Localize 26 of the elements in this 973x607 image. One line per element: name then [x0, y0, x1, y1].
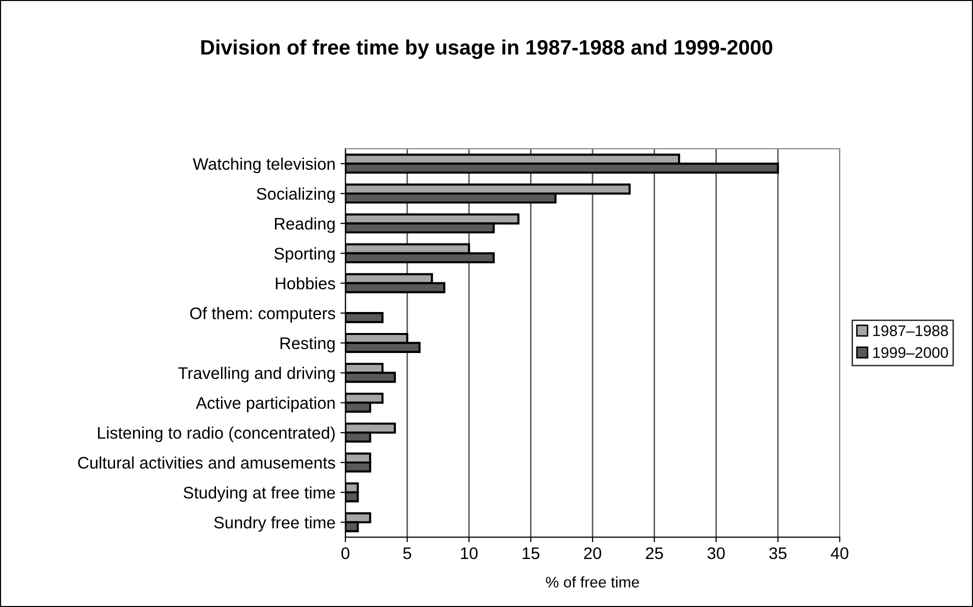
y-tick-label: Socializing	[256, 188, 335, 204]
y-tick-label: Travelling and driving	[178, 366, 335, 382]
y-tick-label: Sundry free time	[214, 516, 335, 532]
x-tick-label: 20	[584, 547, 602, 560]
y-tick-label: Cultural activities and amusements	[78, 456, 336, 469]
y-tick-label: Resting	[280, 336, 335, 352]
x-tick-label: 40	[830, 547, 848, 560]
y-tick-label: Watching television	[192, 158, 335, 174]
y-tick-label: Sporting	[274, 247, 335, 263]
y-tick-label: Studying at free time	[184, 486, 335, 502]
y-tick-label: Listening to radio (concentrated)	[98, 426, 335, 442]
legend-label: 1987–1988	[873, 325, 948, 336]
y-tick-label: Of them: computers	[190, 307, 336, 323]
x-axis-title: % of free time	[546, 576, 640, 588]
y-tick-label: Active participation	[196, 396, 335, 412]
x-tick-label: 0	[341, 547, 350, 560]
y-tick-label: Hobbies	[276, 277, 336, 290]
chart-title: Division of free time by usage in 1987-1988 and 1999-2000	[201, 39, 772, 59]
legend-label: 1999–2000	[873, 347, 948, 358]
x-tick-label: 25	[646, 547, 663, 560]
x-tick-label: 10	[460, 547, 478, 560]
x-tick-label: 30	[707, 547, 725, 560]
y-tick-label: Reading	[274, 217, 335, 233]
x-tick-label: 5	[403, 548, 412, 560]
x-tick-label: 35	[769, 547, 786, 560]
x-tick-label: 15	[522, 548, 540, 560]
